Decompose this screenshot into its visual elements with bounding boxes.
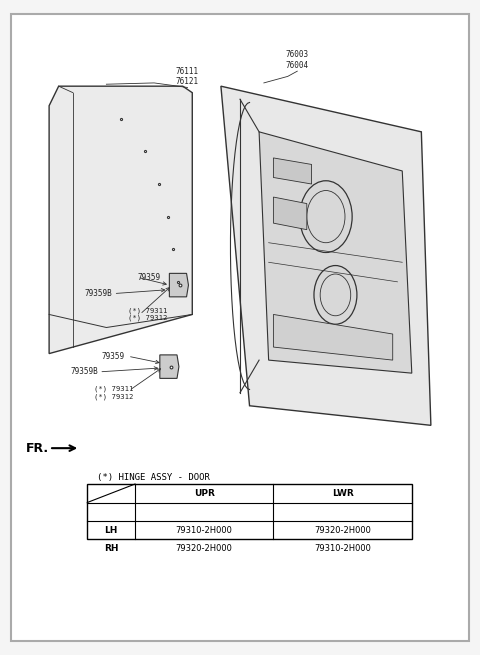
Text: 79359: 79359	[102, 352, 125, 361]
Polygon shape	[169, 273, 189, 297]
Polygon shape	[259, 132, 412, 373]
Text: 79310-2H000: 79310-2H000	[176, 526, 233, 534]
Bar	[87, 484, 412, 540]
Text: 79320-2H000: 79320-2H000	[176, 544, 233, 553]
Text: (*) 79311
(*) 79312: (*) 79311 (*) 79312	[128, 307, 167, 322]
Text: (*) 79311
(*) 79312: (*) 79311 (*) 79312	[95, 386, 134, 400]
Polygon shape	[274, 197, 307, 230]
Text: 79359B: 79359B	[71, 367, 98, 377]
Polygon shape	[274, 314, 393, 360]
Text: RH: RH	[104, 544, 119, 553]
Polygon shape	[160, 355, 179, 379]
Text: 79359B: 79359B	[85, 289, 113, 298]
Text: LWR: LWR	[332, 489, 353, 498]
Text: LH: LH	[105, 526, 118, 534]
Text: UPR: UPR	[194, 489, 215, 498]
Text: 79359: 79359	[137, 272, 160, 282]
Polygon shape	[49, 86, 192, 354]
Text: 76003
76004: 76003 76004	[286, 50, 309, 70]
Text: 76111
76121: 76111 76121	[176, 67, 199, 86]
Text: (*) HINGE ASSY - DOOR: (*) HINGE ASSY - DOOR	[97, 473, 210, 482]
Text: 79310-2H000: 79310-2H000	[314, 544, 371, 553]
Text: 79320-2H000: 79320-2H000	[314, 526, 371, 534]
Text: FR.: FR.	[25, 441, 49, 455]
FancyBboxPatch shape	[11, 14, 469, 641]
Polygon shape	[274, 158, 312, 184]
Polygon shape	[221, 86, 431, 425]
